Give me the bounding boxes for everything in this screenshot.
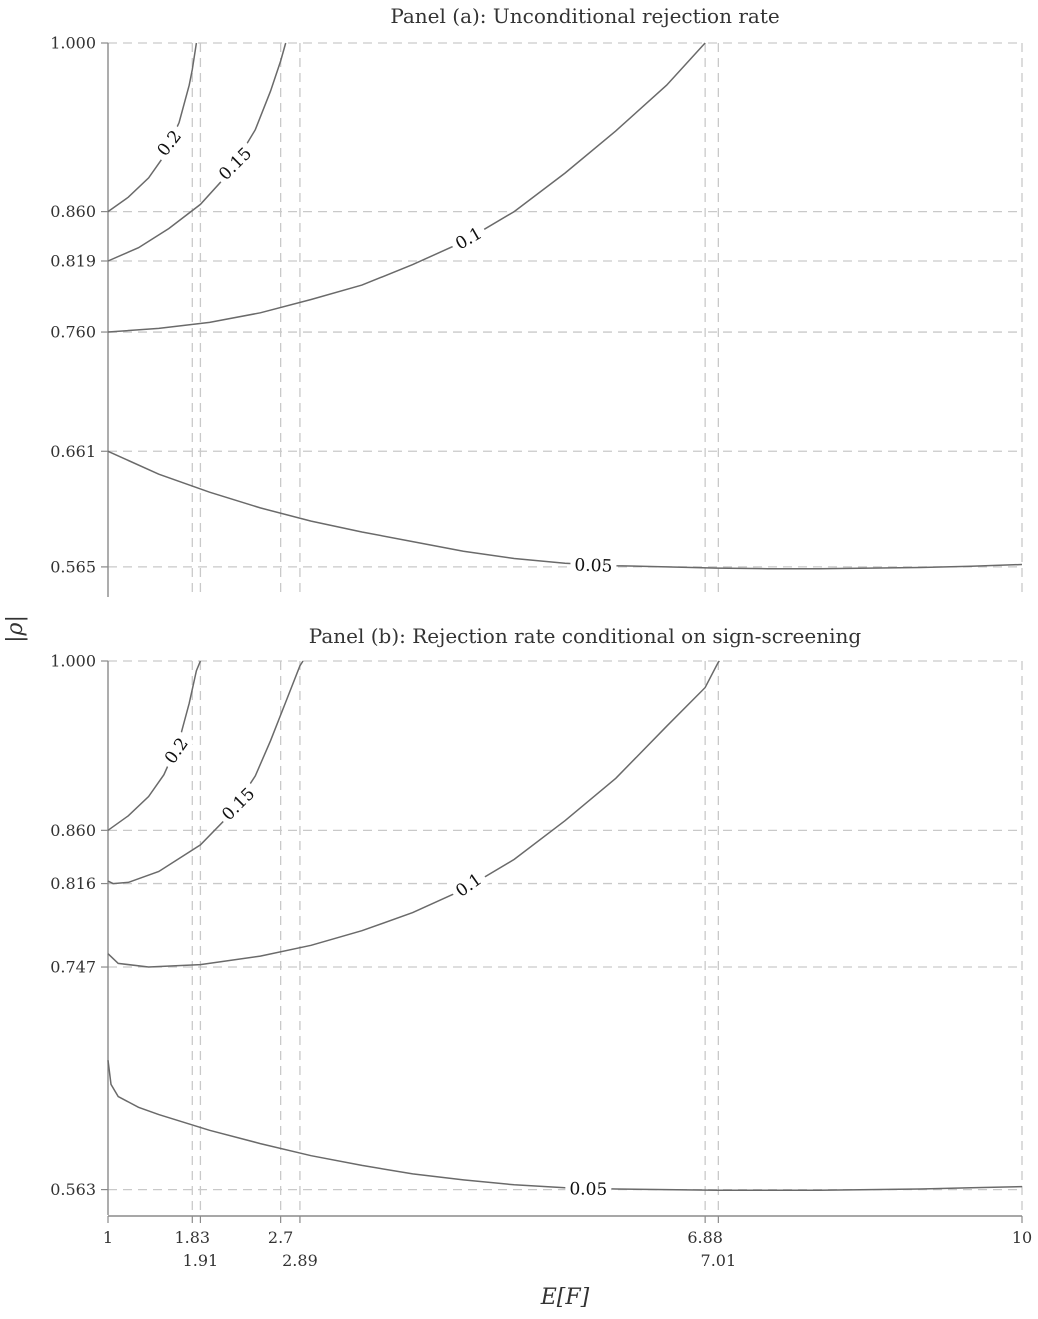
panel-b-y-tick-label: 0.860	[50, 821, 96, 840]
x-tick-label: 2.7	[268, 1228, 293, 1247]
x-tick-label: 1.91	[183, 1251, 219, 1270]
panel-a-y-tick-label: 1.000	[50, 34, 96, 53]
panel-b-contour-label-bg	[157, 730, 195, 771]
x-axis-label: E[F]	[540, 1285, 590, 1310]
panel-a-contour-0_05	[107, 450, 1023, 570]
x-tick-label: 7.01	[701, 1251, 737, 1270]
panel-a-contour-label-bg	[447, 220, 490, 256]
x-tick-label: 1	[103, 1228, 113, 1247]
panel-a-y-tick-label: 0.565	[50, 557, 96, 576]
panel-a-contour-0_2	[107, 42, 198, 213]
panel-b-y-tick-label: 0.563	[50, 1180, 96, 1199]
panel-b-y-tick-label: 0.747	[50, 958, 96, 977]
panel-b-contour-label-bg	[214, 780, 262, 828]
panel-b-contour-0_1	[107, 660, 720, 968]
panel-b-title: Panel (b): Rejection rate conditional on…	[309, 624, 862, 648]
panel-a-y-tick-label: 0.860	[50, 202, 96, 221]
panel-a-title: Panel (a): Unconditional rejection rate	[390, 4, 779, 28]
panel-b-contour-label: 0.05	[569, 1179, 607, 1200]
panel-b-contour-label-bg	[565, 1178, 612, 1200]
panel-b-y-tick-label: 0.816	[50, 874, 96, 893]
panel-b-contour-label-bg	[448, 866, 490, 904]
y-axis-label: |ρ|	[3, 615, 28, 643]
x-tick-label: 1.83	[174, 1228, 210, 1247]
panel-a-contour-label-bg	[211, 140, 259, 187]
x-tick-label: 2.89	[282, 1251, 318, 1270]
panel-b-y-tick-label: 1.000	[50, 652, 96, 671]
x-tick-label: 10	[1012, 1228, 1032, 1247]
panel-a-y-tick-label: 0.661	[50, 442, 96, 461]
panel-a-y-tick-label: 0.819	[50, 251, 96, 270]
x-tick-label: 6.88	[687, 1228, 723, 1247]
panel-a-contour-label-bg	[149, 122, 188, 164]
panel-a-contour-0_15	[107, 42, 287, 262]
panel-b-contour-0_05	[107, 1060, 1023, 1191]
panel-a-contour-0_1	[107, 42, 706, 333]
panel-a-contour-label-bg	[570, 554, 617, 576]
panel-a-y-tick-label: 0.760	[50, 323, 96, 342]
panel-a-contour-label: 0.05	[574, 555, 613, 576]
panel-b-contour-0_15	[107, 660, 304, 885]
